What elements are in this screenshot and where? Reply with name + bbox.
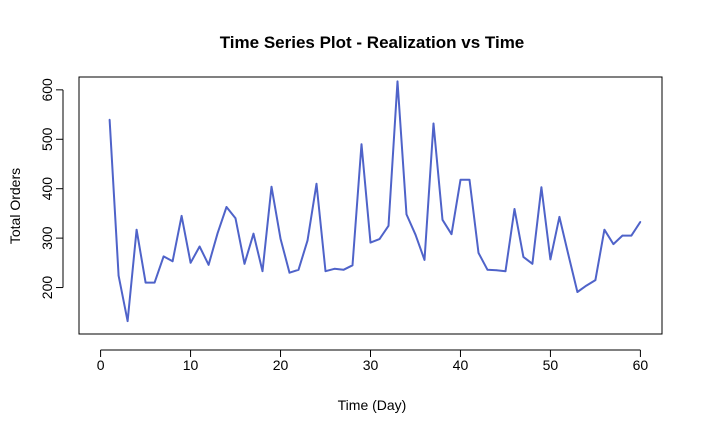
data-point <box>171 260 174 263</box>
data-point <box>207 264 210 266</box>
data-point <box>351 264 354 267</box>
data-point <box>288 271 291 274</box>
data-point <box>603 228 606 231</box>
data-point <box>279 237 282 240</box>
data-point <box>486 269 489 271</box>
data-point <box>612 243 615 245</box>
data-point <box>387 225 390 227</box>
plot-frame <box>78 76 663 335</box>
data-point <box>342 269 345 271</box>
x-tick-label: 20 <box>273 357 289 373</box>
y-axis: 200 300 400 500 600 <box>39 78 64 300</box>
y-tick-label: 400 <box>39 177 55 201</box>
data-point <box>243 263 246 265</box>
chart-title: Time Series Plot - Realization vs Time <box>220 33 525 52</box>
y-tick-label: 600 <box>39 78 55 102</box>
data-point <box>369 241 372 244</box>
data-point <box>153 281 156 284</box>
data-point <box>270 185 273 188</box>
data-point <box>306 239 309 242</box>
data-point <box>630 234 633 237</box>
data-point <box>522 256 525 258</box>
data-point <box>477 252 480 254</box>
data-point <box>594 279 597 281</box>
data-point <box>504 270 507 273</box>
y-tick-label: 300 <box>39 226 55 250</box>
data-point <box>639 221 642 223</box>
series-line <box>108 80 642 323</box>
data-point <box>585 284 588 287</box>
data-point <box>324 270 327 273</box>
data-point <box>180 215 183 217</box>
data-point <box>495 269 498 272</box>
data-point <box>189 262 192 264</box>
data-point <box>234 217 237 220</box>
data-point <box>414 233 417 236</box>
x-axis-label: Time (Day) <box>338 397 407 413</box>
data-point <box>378 238 381 240</box>
data-point <box>144 281 147 284</box>
x-axis: 0 10 20 30 40 50 60 <box>97 349 649 373</box>
data-point <box>549 258 552 261</box>
data-point <box>423 259 426 261</box>
x-tick-label: 10 <box>183 357 199 373</box>
data-point <box>621 234 624 237</box>
data-point <box>261 270 264 273</box>
data-point <box>513 208 516 210</box>
data-point <box>225 206 228 208</box>
data-point <box>135 228 138 231</box>
data-point <box>126 320 129 322</box>
data-point <box>540 186 543 188</box>
data-point <box>432 122 435 125</box>
y-tick-label: 500 <box>39 127 55 151</box>
data-point <box>531 263 534 265</box>
data-point <box>333 268 336 270</box>
x-tick-label: 30 <box>363 357 379 373</box>
data-point <box>162 255 165 258</box>
data-point <box>297 269 300 271</box>
data-point <box>405 213 408 216</box>
data-point <box>468 179 471 181</box>
data-point <box>252 232 255 235</box>
x-tick-label: 0 <box>97 357 105 373</box>
data-point <box>198 245 201 248</box>
y-axis-label: Total Orders <box>7 168 23 244</box>
data-point <box>117 274 120 277</box>
data-point <box>459 179 462 181</box>
data-point <box>567 254 570 256</box>
data-point <box>450 233 453 235</box>
data-point <box>396 80 399 83</box>
y-tick-label: 200 <box>39 276 55 300</box>
series-realization <box>108 80 642 323</box>
x-tick-label: 50 <box>543 357 559 373</box>
data-point <box>108 118 111 121</box>
data-point <box>216 232 219 234</box>
data-point <box>441 219 444 221</box>
data-point <box>576 291 579 293</box>
x-tick-label: 40 <box>453 357 469 373</box>
data-point <box>315 183 318 185</box>
x-tick-label: 60 <box>633 357 649 373</box>
data-point <box>360 143 363 145</box>
data-point <box>558 216 561 218</box>
